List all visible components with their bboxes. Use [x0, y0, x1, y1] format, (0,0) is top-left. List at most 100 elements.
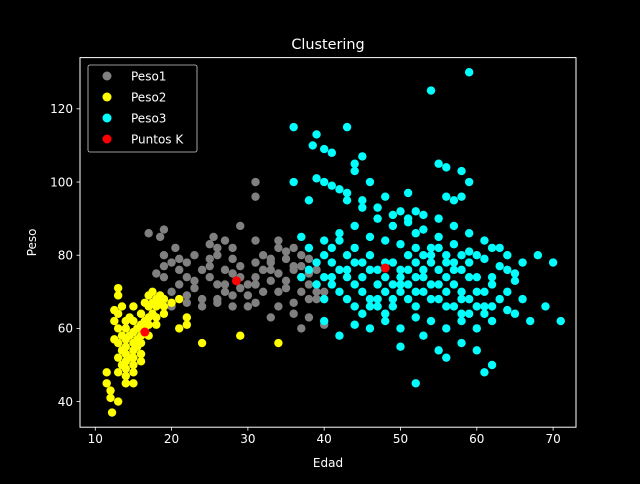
point-peso1-81 [289, 309, 298, 318]
point-peso1-76 [251, 258, 260, 267]
point-peso1-0 [144, 229, 153, 238]
point-peso1-83 [304, 313, 314, 322]
point-peso2-62 [152, 320, 161, 329]
point-peso3-115 [442, 272, 451, 282]
point-peso3-87 [480, 254, 489, 264]
point-peso3-146 [342, 251, 352, 260]
point-peso2-74 [236, 331, 245, 340]
point-peso3-131 [381, 287, 390, 297]
point-peso3-97 [327, 181, 337, 190]
point-peso3-103 [350, 280, 359, 289]
point-peso3-55 [381, 316, 390, 326]
point-peso3-75 [381, 236, 390, 245]
point-peso3-28 [335, 185, 344, 194]
point-peso1-72 [190, 251, 199, 260]
point-peso3-25 [289, 177, 298, 187]
point-peso3-2 [312, 130, 321, 139]
point-peso1-84 [312, 294, 321, 304]
point-peso1-63 [228, 302, 237, 311]
point-peso3-163 [442, 287, 451, 297]
point-peso2-68 [167, 298, 176, 307]
point-peso2-61 [152, 313, 161, 322]
point-peso3-117 [457, 287, 466, 297]
point-peso2-47 [136, 357, 146, 366]
point-peso3-147 [358, 258, 367, 267]
point-peso1-73 [205, 261, 214, 271]
point-peso3-8 [358, 152, 367, 161]
point-peso3-126 [342, 294, 352, 304]
point-peso1-10 [236, 221, 245, 231]
point-peso1-15 [274, 236, 283, 245]
point-peso3-165 [472, 287, 481, 297]
point-peso3-68 [419, 331, 428, 340]
x-axis-label: Edad [313, 456, 343, 470]
point-peso3-186 [365, 265, 375, 275]
point-peso2-4 [107, 408, 117, 417]
legend-entries: Peso1 Peso2 Peso3 Puntos K [102, 69, 184, 146]
point-peso1-51 [220, 280, 230, 289]
point-peso3-13 [403, 188, 413, 198]
point-peso3-22 [457, 166, 466, 176]
point-peso3-90 [434, 232, 443, 242]
x-axis: 10 20 30 40 50 60 70 [88, 427, 561, 446]
point-peso1-36 [304, 280, 314, 289]
point-peso3-177 [373, 280, 382, 289]
point-peso2-70 [175, 324, 184, 333]
point-peso1-57 [304, 294, 314, 304]
point-peso1-74 [220, 265, 230, 275]
points-layer [102, 68, 565, 417]
point-peso3-42 [548, 258, 558, 267]
point-peso3-10 [381, 192, 390, 201]
point-peso3-156 [335, 236, 344, 245]
plot-frame [79, 57, 577, 428]
point-peso1-62 [243, 302, 253, 311]
point-peso1-31 [266, 258, 275, 267]
point-peso3-167 [503, 265, 512, 275]
point-peso1-33 [281, 276, 291, 286]
point-peso3-100 [327, 258, 337, 267]
point-peso3-53 [411, 313, 420, 322]
point-peso3-88 [464, 247, 474, 256]
point-peso1-79 [297, 261, 306, 271]
point-peso3-63 [472, 346, 481, 355]
point-peso3-148 [373, 265, 382, 275]
point-peso3-51 [442, 324, 451, 333]
point-peso1-8 [220, 236, 230, 245]
legend-marker-2 [102, 113, 112, 123]
point-peso3-105 [365, 294, 375, 304]
point-peso3-144 [312, 258, 321, 267]
point-peso3-47 [503, 305, 512, 315]
point-peso2-37 [129, 368, 138, 377]
point-peso3-85 [510, 269, 520, 278]
point-peso3-123 [319, 272, 329, 282]
point-peso3-62 [457, 338, 466, 348]
point-peso3-1 [308, 141, 317, 150]
point-puntos-k-0 [140, 327, 150, 337]
point-peso3-164 [457, 294, 466, 304]
point-peso3-184 [297, 272, 306, 282]
y-tick-label-0: 40 [58, 395, 73, 409]
point-peso2-13 [113, 353, 123, 362]
point-peso2-6 [110, 316, 119, 326]
point-peso1-27 [236, 261, 245, 271]
point-peso3-125 [335, 287, 344, 297]
point-peso3-36 [464, 229, 474, 238]
point-peso1-39 [289, 243, 298, 253]
point-peso2-46 [136, 349, 146, 359]
point-peso2-11 [113, 324, 123, 333]
point-peso3-175 [403, 294, 413, 304]
point-peso3-104 [358, 287, 367, 297]
point-peso3-169 [510, 309, 520, 318]
point-peso1-43 [228, 291, 237, 300]
point-peso3-6 [350, 159, 359, 168]
point-peso3-38 [487, 243, 497, 253]
point-peso1-68 [159, 272, 169, 282]
point-peso1-29 [251, 272, 260, 282]
point-peso3-61 [442, 353, 451, 362]
point-peso1-28 [243, 280, 253, 289]
point-peso1-87 [228, 254, 237, 264]
point-peso3-11 [396, 207, 405, 216]
point-peso3-158 [365, 251, 375, 260]
point-peso1-47 [167, 287, 176, 297]
